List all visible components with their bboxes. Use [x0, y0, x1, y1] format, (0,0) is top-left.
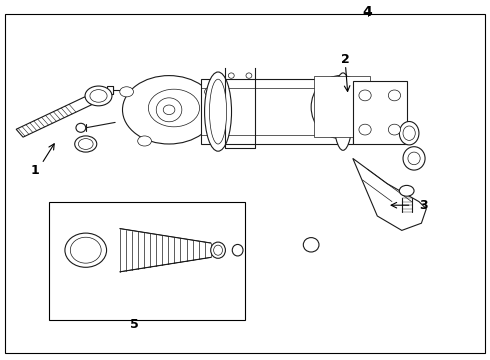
Ellipse shape — [311, 76, 370, 139]
Text: 5: 5 — [130, 318, 139, 331]
Ellipse shape — [65, 233, 106, 267]
Ellipse shape — [210, 79, 226, 144]
Ellipse shape — [399, 185, 414, 196]
Bar — [353, 81, 407, 144]
Bar — [201, 79, 353, 144]
Ellipse shape — [138, 136, 151, 146]
Ellipse shape — [408, 152, 420, 165]
Ellipse shape — [74, 136, 97, 152]
Ellipse shape — [71, 237, 101, 263]
Ellipse shape — [205, 72, 231, 151]
Ellipse shape — [246, 73, 252, 78]
Ellipse shape — [148, 89, 199, 127]
Ellipse shape — [228, 73, 234, 78]
Ellipse shape — [403, 126, 416, 140]
Ellipse shape — [211, 242, 225, 258]
Ellipse shape — [76, 123, 86, 132]
Ellipse shape — [333, 73, 353, 150]
Ellipse shape — [359, 90, 371, 101]
Bar — [49, 202, 245, 320]
Ellipse shape — [232, 244, 243, 256]
Ellipse shape — [399, 122, 419, 145]
Ellipse shape — [163, 105, 175, 114]
Polygon shape — [353, 158, 426, 230]
Polygon shape — [16, 97, 92, 137]
Ellipse shape — [205, 87, 219, 97]
Ellipse shape — [303, 238, 319, 252]
Ellipse shape — [122, 76, 216, 144]
Ellipse shape — [156, 98, 182, 122]
Ellipse shape — [388, 90, 400, 101]
Text: 3: 3 — [419, 199, 428, 212]
Bar — [107, 86, 113, 94]
Ellipse shape — [359, 124, 371, 135]
Bar — [314, 76, 370, 137]
Ellipse shape — [388, 124, 400, 135]
Ellipse shape — [120, 87, 133, 97]
Ellipse shape — [78, 139, 93, 149]
Text: 1: 1 — [31, 164, 40, 177]
Text: 2: 2 — [341, 53, 350, 66]
Ellipse shape — [85, 86, 112, 106]
Ellipse shape — [403, 147, 425, 170]
Ellipse shape — [214, 245, 222, 255]
Text: 4: 4 — [363, 5, 372, 19]
Ellipse shape — [90, 90, 107, 102]
